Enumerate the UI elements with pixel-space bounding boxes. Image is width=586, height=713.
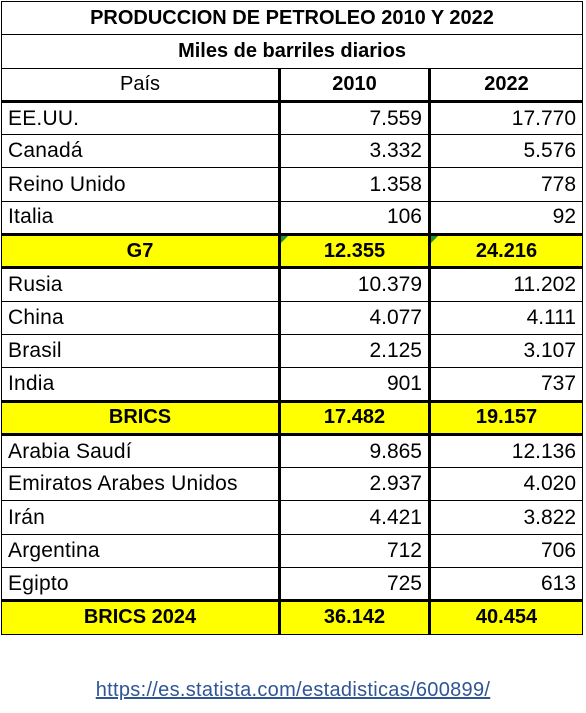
value-2022-cell: 3.107 [427, 333, 584, 369]
group-total-row: G7 12.355 24.216 [1, 233, 584, 269]
group-total-2022: 19.157 [427, 399, 584, 435]
oil-production-table: PRODUCCION DE PETROLEO 2010 Y 2022 Miles… [0, 0, 584, 635]
table-row: India 901 737 [1, 367, 584, 402]
table-row: EE.UU. 7.559 17.770 [1, 99, 584, 136]
value-2010-cell: 2.125 [278, 333, 430, 369]
country-cell: Brasil [1, 333, 280, 369]
value-2010-cell: 7.559 [278, 99, 430, 136]
group-total-label: G7 [1, 233, 280, 269]
table-row: Egipto 725 613 [1, 567, 584, 602]
value-2010-cell: 4.077 [278, 300, 430, 335]
country-cell: Canadá [1, 134, 280, 169]
table-row: Argentina 712 706 [1, 533, 584, 569]
country-cell: Argentina [1, 533, 280, 569]
value-2022-cell: 737 [427, 367, 584, 402]
country-cell: China [1, 300, 280, 335]
table-row: China 4.077 4.111 [1, 300, 584, 335]
header-2010: 2010 [278, 67, 430, 102]
table-row: Arabia Saudí 9.865 12.136 [1, 432, 584, 469]
country-cell: Irán [1, 500, 280, 535]
value-2022-cell: 11.202 [427, 266, 584, 302]
group-total-label: BRICS 2024 [1, 599, 280, 635]
value-2022-cell: 613 [427, 567, 584, 602]
table-row: Rusia 10.379 11.202 [1, 266, 584, 302]
value-2022-cell: 4.020 [427, 467, 584, 502]
value-2010-cell: 712 [278, 533, 430, 569]
value-2022-cell: 5.576 [427, 134, 584, 169]
group-total-2022: 24.216 [427, 233, 584, 269]
value-2010-cell: 9.865 [278, 432, 430, 469]
header-row: País 2010 2022 [1, 67, 584, 102]
table-row: Canadá 3.332 5.576 [1, 134, 584, 169]
country-cell: Reino Unido [1, 167, 280, 202]
title-row: PRODUCCION DE PETROLEO 2010 Y 2022 [0, 0, 584, 36]
value-2010-cell: 4.421 [278, 500, 430, 535]
value-2010-cell: 106 [278, 200, 430, 236]
group-total-row: BRICS 17.482 19.157 [1, 399, 584, 435]
country-cell: Emiratos Arabes Unidos [1, 467, 280, 502]
value-2010-cell: 2.937 [278, 467, 430, 502]
subtitle-row: Miles de barriles diarios [0, 34, 584, 69]
country-cell: Arabia Saudí [1, 432, 280, 469]
group-total-2010: 12.355 [278, 233, 430, 269]
group-total-label: BRICS [1, 399, 280, 435]
value-2022-cell: 3.822 [427, 500, 584, 535]
group-total-2010: 36.142 [278, 599, 430, 635]
value-2022-cell: 12.136 [427, 432, 584, 469]
table-row: Irán 4.421 3.822 [1, 500, 584, 535]
value-2010-cell: 1.358 [278, 167, 430, 202]
country-cell: Rusia [1, 266, 280, 302]
table-title: PRODUCCION DE PETROLEO 2010 Y 2022 [0, 0, 584, 36]
country-cell: India [1, 367, 280, 402]
source-link[interactable]: https://es.statista.com/estadisticas/600… [95, 679, 491, 701]
value-2010-cell: 10.379 [278, 266, 430, 302]
country-cell: Egipto [1, 567, 280, 602]
value-2022-cell: 4.111 [427, 300, 584, 335]
table-row: Italia 106 92 [1, 200, 584, 236]
header-country: País [1, 67, 280, 102]
table-row: Brasil 2.125 3.107 [1, 333, 584, 369]
group-total-row: BRICS 2024 36.142 40.454 [1, 599, 584, 635]
value-2022-cell: 778 [427, 167, 584, 202]
value-2010-cell: 725 [278, 567, 430, 602]
value-2010-cell: 901 [278, 367, 430, 402]
value-2022-cell: 92 [427, 200, 584, 236]
table-row: Reino Unido 1.358 778 [1, 167, 584, 202]
table-row: Emiratos Arabes Unidos 2.937 4.020 [1, 467, 584, 502]
group-total-2010: 17.482 [278, 399, 430, 435]
header-2022: 2022 [427, 67, 584, 102]
value-2022-cell: 17.770 [427, 99, 584, 136]
country-cell: EE.UU. [1, 99, 280, 136]
table-subtitle: Miles de barriles diarios [0, 34, 584, 69]
country-cell: Italia [1, 200, 280, 236]
group-total-2022: 40.454 [427, 599, 584, 635]
value-2010-cell: 3.332 [278, 134, 430, 169]
value-2022-cell: 706 [427, 533, 584, 569]
